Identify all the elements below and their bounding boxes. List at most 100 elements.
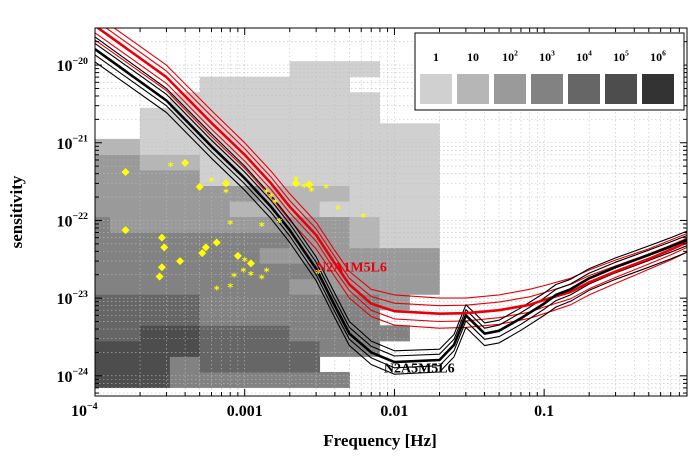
heatmap-cell — [289, 138, 321, 155]
source-diamond-marker — [181, 158, 190, 167]
heatmap-cell — [349, 123, 380, 140]
source-star-marker: * — [231, 270, 237, 283]
heatmap-cell — [139, 154, 171, 171]
source-star-marker: * — [264, 266, 270, 279]
heatmap-cell — [259, 309, 291, 326]
heatmap-cell — [169, 247, 201, 264]
source-diamond-marker — [157, 263, 166, 272]
heatmap-cell — [139, 123, 171, 140]
series-band-line — [95, 54, 687, 369]
heatmap-cell — [109, 294, 141, 311]
source-star-marker: * — [259, 272, 265, 285]
heatmap-cell — [199, 201, 231, 218]
heatmap-cell — [289, 185, 321, 202]
source-star-marker: * — [268, 191, 274, 204]
heatmap-cell — [259, 201, 291, 218]
heatmap-cell — [169, 263, 201, 280]
heatmap-cell — [409, 278, 440, 295]
source-star-marker: * — [168, 160, 174, 173]
heatmap-cell — [109, 138, 141, 155]
series-band-line — [95, 32, 687, 323]
plot-frame — [94, 27, 688, 397]
colorbar-swatch — [420, 74, 452, 104]
heatmap-cell — [349, 138, 380, 155]
heatmap-cell — [169, 294, 201, 311]
source-diamond-marker — [160, 243, 169, 252]
heatmap-cell — [109, 309, 141, 326]
heatmap-cell — [349, 232, 380, 249]
heatmap-cell — [109, 154, 141, 171]
heatmap-cell — [109, 356, 141, 373]
heatmap-cell — [289, 107, 321, 124]
source-diamond-marker — [291, 179, 300, 188]
heatmap-cell — [289, 123, 321, 140]
heatmap-cell — [289, 61, 321, 78]
heatmap-cell — [139, 278, 171, 295]
source-star-marker: * — [227, 281, 233, 294]
heatmap-cell — [409, 201, 440, 218]
series-central-line — [95, 48, 687, 364]
heatmap-cell — [95, 185, 111, 202]
y-axis-label: sensitivity — [7, 175, 26, 248]
heatmap-cell — [319, 185, 351, 202]
heatmap-cell — [409, 123, 440, 140]
colorbar-swatch — [605, 74, 637, 104]
heatmap-cell — [169, 278, 201, 295]
heatmap-cell — [109, 340, 141, 357]
source-diamond-marker — [121, 168, 130, 177]
source-diamond-marker — [157, 233, 166, 242]
heatmap-cell — [259, 123, 291, 140]
heatmap-cell — [109, 185, 141, 202]
axis-ticks: 10−4 0.001 0.01 0.1 10−24 10−23 10−22 10−21 10−2… — [56, 27, 688, 420]
heatmap-cell — [139, 107, 171, 124]
heatmap-cell — [229, 371, 261, 388]
y-tick-label: 10−22 — [56, 211, 88, 230]
source-diamond-marker — [305, 180, 314, 189]
heatmap-cell — [349, 107, 380, 124]
heatmap-cell — [259, 294, 291, 311]
heatmap-cell — [289, 371, 321, 388]
y-tick-label: 10−23 — [56, 289, 88, 308]
heatmap-cell — [199, 294, 231, 311]
source-diamond-marker — [195, 182, 204, 191]
heatmap-cell — [199, 340, 231, 357]
source-star-marker: * — [301, 181, 307, 194]
heatmap-cell — [349, 185, 380, 202]
heatmap-cell — [229, 107, 261, 124]
series-band-line — [95, 42, 687, 357]
heatmap-cell — [409, 154, 440, 171]
heatmap-cell — [289, 154, 321, 171]
colorbar-swatch — [531, 74, 563, 104]
series-band-line — [95, 61, 687, 375]
series-band-line — [95, 39, 687, 329]
heatmap-cell — [409, 263, 440, 280]
source-star-marker: * — [223, 186, 229, 199]
heatmap-cell — [109, 325, 141, 342]
heatmap-cell — [379, 123, 410, 140]
heatmap-cell — [229, 278, 261, 295]
heatmap-cell — [259, 356, 291, 373]
heatmap-cell — [169, 185, 201, 202]
source-star-marker: * — [360, 211, 366, 224]
heatmap-cell — [109, 169, 141, 186]
heatmap-cell — [139, 138, 171, 155]
heatmap-cell — [259, 278, 291, 295]
source-markers: ********* * ********* ***** — [121, 158, 366, 296]
heatmap-cell — [139, 216, 171, 233]
source-star-marker: * — [248, 269, 254, 282]
sensitivity-curves — [95, 28, 687, 375]
heatmap-cell — [259, 263, 291, 280]
colorbar-label: 10 — [467, 50, 479, 64]
source-star-marker: * — [209, 175, 215, 188]
heatmap-cell — [109, 201, 141, 218]
heatmap-cell — [379, 263, 410, 280]
heatmap-cell — [199, 278, 231, 295]
heatmap-cell — [139, 201, 171, 218]
heatmap-cell — [229, 294, 261, 311]
source-diamond-marker — [222, 179, 231, 188]
y-tick-label: 10−20 — [56, 56, 88, 75]
heatmap-cell — [95, 154, 111, 171]
source-star-marker: * — [264, 186, 270, 199]
heatmap-cell — [95, 263, 111, 280]
